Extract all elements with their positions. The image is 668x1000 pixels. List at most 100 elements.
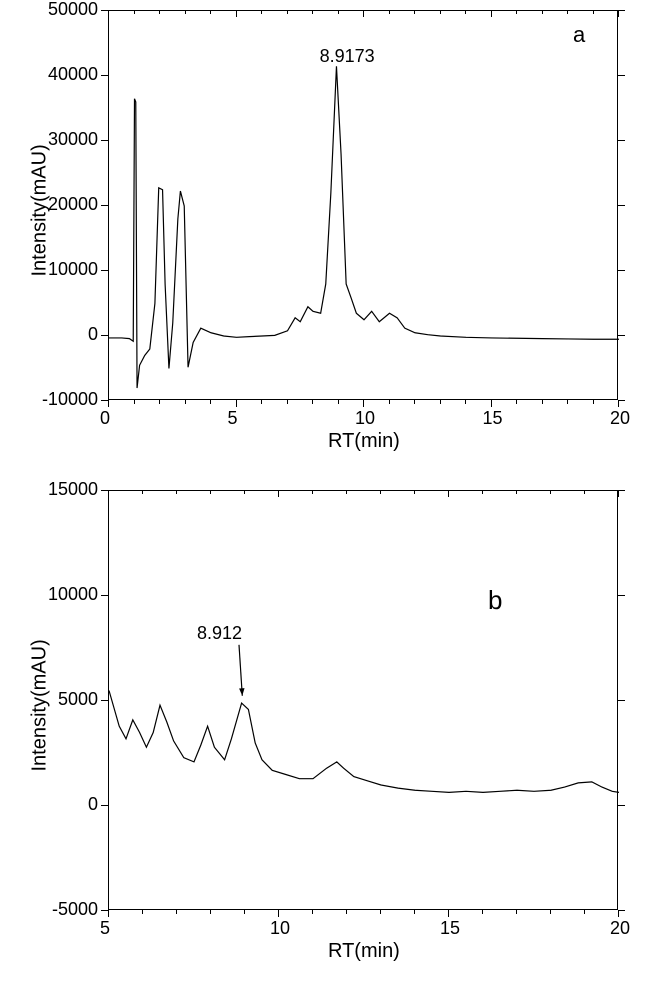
x-tick-label: 0 xyxy=(100,408,110,429)
chart-a-plot-area xyxy=(108,10,618,400)
y-tick-label: 50000 xyxy=(48,0,98,20)
y-tick-label: -5000 xyxy=(52,899,98,920)
y-tick-label: 5000 xyxy=(58,689,98,710)
x-minor-tick xyxy=(414,400,415,404)
y-tick-label: 0 xyxy=(88,794,98,815)
x-tick xyxy=(491,10,492,17)
x-minor-tick xyxy=(465,10,466,14)
x-minor-tick xyxy=(482,490,483,494)
x-minor-tick xyxy=(389,400,390,404)
chart-a-x-label: RT(min) xyxy=(328,430,400,453)
x-minor-tick xyxy=(440,400,441,404)
y-tick xyxy=(101,700,108,701)
x-tick xyxy=(448,490,449,497)
y-tick-label: 30000 xyxy=(48,129,98,150)
x-minor-tick xyxy=(185,400,186,404)
y-tick xyxy=(618,335,625,336)
y-tick xyxy=(101,490,108,491)
x-minor-tick xyxy=(210,400,211,404)
chart-b-y-label: Intensity(mAU) xyxy=(29,632,52,772)
x-minor-tick xyxy=(176,490,177,494)
y-tick xyxy=(101,75,108,76)
x-minor-tick xyxy=(312,10,313,14)
x-tick xyxy=(491,400,492,407)
x-minor-tick xyxy=(338,400,339,404)
chart-b-plot-area xyxy=(108,490,618,910)
x-minor-tick xyxy=(159,400,160,404)
x-minor-tick xyxy=(142,490,143,494)
x-tick-label: 10 xyxy=(270,918,290,939)
x-tick-label: 15 xyxy=(483,408,503,429)
y-tick xyxy=(618,270,625,271)
x-minor-tick xyxy=(516,400,517,404)
x-minor-tick xyxy=(142,910,143,914)
y-tick xyxy=(618,400,625,401)
x-minor-tick xyxy=(380,910,381,914)
x-tick xyxy=(108,10,109,17)
chart-b-panel-label: b xyxy=(488,585,502,616)
x-minor-tick xyxy=(516,10,517,14)
x-tick xyxy=(108,400,109,407)
x-minor-tick xyxy=(593,400,594,404)
y-tick-label: 40000 xyxy=(48,64,98,85)
x-minor-tick xyxy=(567,400,568,404)
x-minor-tick xyxy=(567,10,568,14)
x-minor-tick xyxy=(210,490,211,494)
x-minor-tick xyxy=(159,10,160,14)
y-tick-label: -10000 xyxy=(42,389,98,410)
x-minor-tick xyxy=(287,10,288,14)
y-tick xyxy=(618,75,625,76)
x-tick xyxy=(108,910,109,917)
x-tick-label: 5 xyxy=(100,918,110,939)
y-tick-label: 15000 xyxy=(48,479,98,500)
x-minor-tick xyxy=(210,10,211,14)
x-minor-tick xyxy=(414,490,415,494)
x-minor-tick xyxy=(542,10,543,14)
x-minor-tick xyxy=(312,910,313,914)
y-tick xyxy=(101,805,108,806)
x-tick xyxy=(618,910,619,917)
x-tick xyxy=(363,400,364,407)
chart-b-peak-label: 8.912 xyxy=(197,623,242,644)
x-minor-tick xyxy=(550,490,551,494)
x-tick-label: 10 xyxy=(355,408,375,429)
y-tick xyxy=(618,805,625,806)
x-tick xyxy=(363,10,364,17)
x-tick xyxy=(448,910,449,917)
x-tick-label: 5 xyxy=(228,408,238,429)
x-minor-tick xyxy=(261,10,262,14)
x-tick-label: 20 xyxy=(610,408,630,429)
x-minor-tick xyxy=(584,490,585,494)
x-minor-tick xyxy=(346,910,347,914)
x-minor-tick xyxy=(414,910,415,914)
x-minor-tick xyxy=(516,910,517,914)
y-tick xyxy=(618,700,625,701)
y-tick-label: 10000 xyxy=(48,584,98,605)
chart-b-x-label: RT(min) xyxy=(328,940,400,963)
x-tick xyxy=(618,400,619,407)
chart-a-peak-label: 8.9173 xyxy=(320,46,375,67)
x-tick-label: 20 xyxy=(610,918,630,939)
y-tick xyxy=(101,595,108,596)
y-tick xyxy=(101,140,108,141)
y-tick xyxy=(618,595,625,596)
x-minor-tick xyxy=(482,910,483,914)
x-minor-tick xyxy=(550,910,551,914)
x-minor-tick xyxy=(338,10,339,14)
y-tick xyxy=(101,10,108,11)
x-minor-tick xyxy=(185,10,186,14)
x-minor-tick xyxy=(380,490,381,494)
x-minor-tick xyxy=(593,10,594,14)
y-tick xyxy=(101,270,108,271)
y-tick xyxy=(618,205,625,206)
x-minor-tick xyxy=(244,910,245,914)
x-minor-tick xyxy=(465,400,466,404)
y-tick xyxy=(618,10,625,11)
x-minor-tick xyxy=(414,10,415,14)
x-minor-tick xyxy=(176,910,177,914)
x-tick xyxy=(236,10,237,17)
x-tick xyxy=(618,10,619,17)
x-minor-tick xyxy=(244,490,245,494)
y-tick xyxy=(618,140,625,141)
x-tick xyxy=(236,400,237,407)
